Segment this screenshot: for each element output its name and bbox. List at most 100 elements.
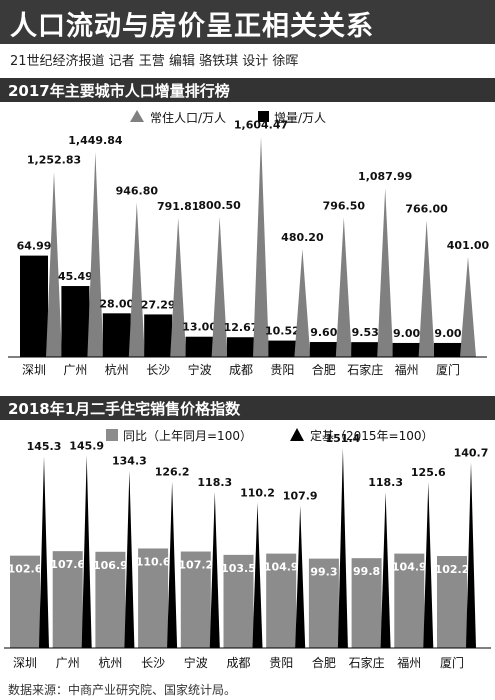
legend-triangle-icon: [130, 110, 144, 122]
category-label: 石家庄: [349, 655, 385, 670]
category-label: 厦门: [440, 655, 464, 670]
population-label: 480.20: [281, 231, 324, 244]
increment-bar: [309, 342, 338, 357]
category-label: 成都: [229, 363, 253, 377]
population-label: 1,604.47: [234, 119, 288, 132]
population-triangle: [294, 248, 311, 357]
category-label: 长沙: [141, 656, 165, 670]
fixed-base-label: 118.3: [368, 476, 403, 489]
increment-bar: [434, 342, 462, 357]
title-bar: 人口流动与房价呈正相关关系: [0, 0, 495, 44]
page-title: 人口流动与房价呈正相关关系: [10, 11, 374, 42]
fixed-base-triangle: [252, 502, 263, 648]
price-index-chart: 同比（上年同月=100） 定基（2015年=100） 102.6 145.3 深圳 107…: [4, 428, 491, 670]
yoy-label: 106.9: [93, 559, 128, 572]
fixed-base-triangle: [209, 491, 220, 648]
category-label: 合肥: [312, 362, 336, 377]
legend-gray-square-icon: [106, 429, 118, 441]
fixed-base-triangle: [167, 481, 178, 648]
category-label: 成都: [226, 656, 250, 670]
population-triangle: [211, 216, 228, 357]
yoy-label: 103.5: [221, 562, 256, 575]
fixed-base-triangle: [124, 470, 135, 648]
legend-label-yoy: 同比（上年同月=100）: [123, 429, 252, 443]
fixed-base-label: 125.6: [411, 466, 446, 479]
population-triangle: [460, 256, 476, 357]
category-label: 长沙: [146, 363, 170, 377]
category-label: 深圳: [13, 656, 37, 670]
increment-label: 9.00: [434, 327, 461, 340]
fixed-base-triangle: [81, 455, 92, 648]
section-title-population: 2017年主要城市人口增量排行榜: [8, 82, 230, 100]
category-label: 贵阳: [270, 363, 294, 377]
yoy-label: 104.9: [392, 561, 427, 574]
category-label: 杭州: [105, 362, 129, 377]
legend-black-triangle-icon: [290, 428, 304, 441]
yoy-bar: [308, 558, 339, 648]
yoy-bar: [180, 551, 211, 648]
increment-bar: [392, 342, 421, 357]
fixed-base-label: 110.2: [240, 487, 275, 500]
population-label: 1,087.99: [358, 170, 412, 183]
increment-bar: [102, 313, 131, 357]
population-triangle: [46, 171, 62, 357]
population-label: 791.81: [157, 200, 199, 213]
legend-label-increment: 增量/万人: [274, 111, 326, 125]
yoy-bar: [351, 558, 382, 648]
category-label: 杭州: [98, 655, 122, 670]
yoy-bar: [95, 551, 126, 648]
yoy-bar: [223, 554, 254, 648]
population-triangle: [418, 220, 435, 357]
yoy-label: 99.3: [310, 566, 337, 579]
category-label: 宁波: [188, 362, 212, 377]
category-label: 厦门: [436, 362, 460, 377]
fixed-base-label: 145.3: [27, 440, 62, 453]
section-title-price-index: 2018年1月二手住宅销售价格指数: [8, 400, 241, 418]
yoy-label: 110.6: [136, 555, 171, 568]
population-triangle: [377, 188, 394, 357]
section-bar-price-index: 2018年1月二手住宅销售价格指数: [0, 396, 495, 420]
population-triangle: [335, 217, 352, 357]
increment-bar: [268, 340, 297, 357]
fixed-base-triangle: [466, 462, 476, 648]
category-label: 广州: [56, 656, 80, 670]
population-label: 1,449.84: [68, 134, 123, 147]
increment-label: 13.00: [182, 321, 217, 334]
category-label: 合肥: [312, 655, 336, 670]
population-triangle: [128, 202, 145, 357]
legend-square-icon: [258, 111, 269, 122]
fixed-base-triangle: [295, 505, 306, 648]
increment-bar: [20, 255, 48, 357]
yoy-bar: [10, 555, 40, 648]
population-chart: 常住人口/万人 增量/万人 64.99 1,252.83 深圳 45.49 1,449.84…: [8, 110, 490, 377]
fixed-base-triangle: [423, 482, 434, 648]
data-source: 数据来源：中商产业研究院、国家统计局。: [8, 683, 237, 697]
yoy-label: 99.8: [353, 565, 380, 578]
fixed-base-triangle: [39, 456, 49, 648]
increment-bar: [185, 336, 214, 357]
legend-label-fixed-base: 定基（2015年=100）: [310, 428, 434, 443]
increment-bar: [227, 337, 255, 357]
increment-label: 9.60: [310, 326, 337, 339]
increment-label: 64.99: [17, 240, 52, 253]
population-label: 1,252.83: [27, 154, 81, 167]
yoy-label: 102.6: [8, 563, 43, 576]
population-triangle: [87, 152, 104, 357]
population-label: 401.00: [447, 239, 490, 252]
population-label: 766.00: [405, 202, 448, 215]
increment-label: 27.29: [141, 298, 176, 311]
yoy-bar: [52, 551, 83, 648]
increment-label: 9.53: [352, 326, 379, 339]
legend-label-population: 常住人口/万人: [150, 111, 226, 125]
fixed-base-triangle: [337, 448, 348, 648]
category-label: 贵阳: [269, 656, 293, 670]
yoy-bar: [437, 556, 467, 648]
increment-label: 10.52: [265, 325, 300, 338]
population-triangle: [253, 136, 269, 357]
yoy-label: 102.2: [435, 563, 470, 576]
category-label: 广州: [63, 363, 87, 377]
fixed-base-label: 140.7: [454, 446, 489, 459]
increment-bar: [351, 342, 380, 357]
fixed-base-label: 134.3: [112, 455, 147, 468]
category-label: 福州: [397, 655, 421, 670]
